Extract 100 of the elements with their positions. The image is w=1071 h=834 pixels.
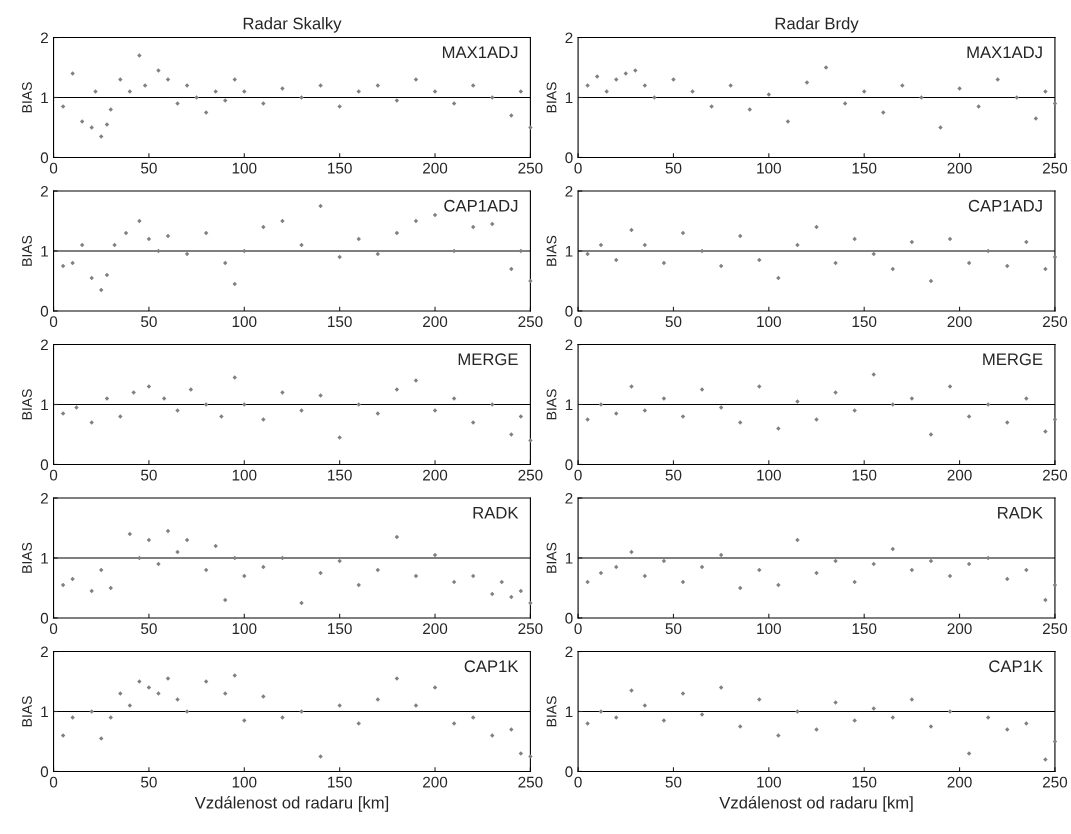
point <box>60 582 66 588</box>
point <box>1052 254 1058 260</box>
point <box>919 95 924 100</box>
point <box>413 573 419 579</box>
point <box>99 287 104 293</box>
y-tick-label: 0 <box>565 305 573 317</box>
point <box>585 83 590 88</box>
y-tick-label: 1 <box>41 706 48 718</box>
point <box>299 95 304 100</box>
x-tick-label: 100 <box>232 776 257 788</box>
y-tick-label: 1 <box>565 706 573 718</box>
x-tick-label: 200 <box>947 776 972 788</box>
x-tick-label: 150 <box>328 162 352 174</box>
point <box>528 754 533 759</box>
point <box>499 579 504 585</box>
point <box>137 679 142 684</box>
point <box>127 531 133 537</box>
annotation: CAP1K <box>989 660 1043 673</box>
x-tick-label: 100 <box>757 162 781 174</box>
point <box>642 573 648 579</box>
annotation: CAP1ADJ <box>968 199 1042 212</box>
x-tick-label: 150 <box>852 162 877 174</box>
x-tick-label: 50 <box>665 469 682 481</box>
x-tick-label: 150 <box>852 623 877 635</box>
x-tick-label: 150 <box>328 776 352 788</box>
point <box>1043 757 1048 762</box>
point <box>652 95 657 100</box>
y-tick-label: 0 <box>40 305 49 317</box>
point <box>79 242 85 248</box>
point <box>718 263 724 269</box>
point <box>833 390 838 395</box>
point <box>131 390 136 395</box>
y-tick-label: 2 <box>40 185 48 197</box>
point <box>175 101 180 106</box>
point <box>795 399 800 404</box>
x-tick-label: 150 <box>328 316 352 328</box>
y-tick-label: 0 <box>565 766 573 778</box>
x-tick-label: 100 <box>232 469 257 481</box>
point <box>156 68 161 73</box>
x-tick-label: 200 <box>947 623 972 635</box>
point <box>194 95 199 100</box>
point <box>432 212 438 218</box>
point <box>93 89 98 94</box>
point <box>728 83 733 88</box>
x-axis-title: Vzdálenost od radaru [km] <box>719 796 913 812</box>
point <box>470 224 476 230</box>
point <box>928 558 934 564</box>
y-tick-label: 2 <box>565 32 573 44</box>
point <box>642 242 648 248</box>
y-tick-label: 1 <box>565 553 573 564</box>
y-tick-label: 0 <box>40 152 49 164</box>
x-tick-label: 150 <box>328 623 352 635</box>
point <box>509 432 514 437</box>
point <box>938 125 943 130</box>
y-tick-label: 2 <box>565 646 573 658</box>
x-tick-label: 200 <box>423 162 448 174</box>
point <box>175 697 180 702</box>
annotation: MAX1ADJ <box>442 46 518 59</box>
point <box>629 688 634 693</box>
x-tick-label: 100 <box>232 316 257 328</box>
annotation: CAP1K <box>464 660 519 673</box>
x-tick-label: 50 <box>665 162 682 174</box>
point <box>375 251 380 257</box>
y-tick-label: 0 <box>565 459 573 471</box>
x-tick-label: 50 <box>141 776 157 788</box>
point <box>1043 429 1048 434</box>
x-tick-label: 200 <box>947 469 972 481</box>
point <box>909 567 915 573</box>
x-tick-label: 150 <box>852 316 877 328</box>
point <box>394 230 400 236</box>
point <box>337 104 342 109</box>
point <box>299 408 304 413</box>
point <box>165 528 171 534</box>
annotation: RADK <box>473 507 519 519</box>
point <box>528 438 533 443</box>
point <box>118 414 123 419</box>
annotation: MERGE <box>983 353 1043 366</box>
point <box>1052 582 1058 588</box>
point <box>947 236 953 242</box>
point <box>1024 396 1029 401</box>
point <box>165 233 171 239</box>
point <box>89 709 94 714</box>
point <box>213 89 218 94</box>
y-tick-label: 2 <box>565 492 573 504</box>
point <box>118 691 123 696</box>
x-tick-label: 100 <box>757 623 781 635</box>
point <box>633 68 638 73</box>
x-tick-label: 250 <box>518 316 543 328</box>
point <box>261 694 266 699</box>
y-tick-label: 0 <box>40 766 49 778</box>
x-tick-label: 0 <box>574 316 582 328</box>
point <box>451 579 457 585</box>
point <box>661 260 667 266</box>
y-tick-label: 1 <box>565 399 573 411</box>
x-tick-label: 250 <box>518 162 543 174</box>
chart-title: Radar Skalky <box>243 17 342 33</box>
x-tick-label: 100 <box>757 316 781 328</box>
point <box>242 402 247 407</box>
chart-title: Radar Brdy <box>775 17 859 33</box>
point <box>89 420 94 425</box>
